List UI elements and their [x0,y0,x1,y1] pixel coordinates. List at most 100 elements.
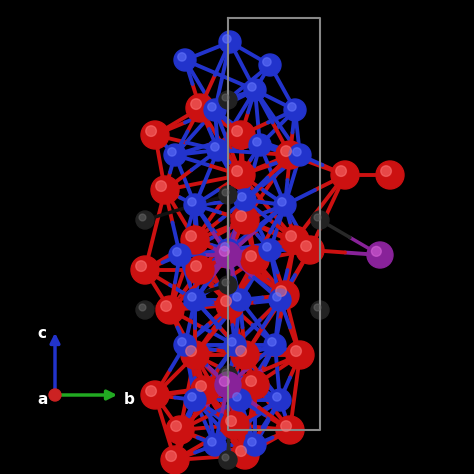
Circle shape [222,454,229,461]
Circle shape [249,134,271,156]
Circle shape [311,301,329,319]
Circle shape [156,296,184,324]
Circle shape [161,301,172,311]
Text: a: a [37,392,47,407]
Circle shape [217,239,239,261]
Circle shape [241,371,269,399]
Circle shape [224,334,246,356]
Circle shape [232,166,242,176]
Circle shape [271,281,299,309]
Circle shape [139,304,146,311]
Circle shape [173,248,181,256]
Circle shape [188,393,196,401]
Circle shape [223,35,231,43]
Circle shape [269,389,291,411]
Circle shape [219,91,237,109]
Circle shape [188,198,196,206]
Circle shape [367,242,393,268]
Circle shape [286,341,314,369]
Circle shape [222,369,229,376]
Circle shape [178,53,186,61]
Circle shape [219,276,237,294]
Circle shape [196,381,206,392]
Circle shape [238,193,246,201]
Circle shape [186,94,214,122]
Circle shape [184,289,206,311]
Circle shape [372,246,381,256]
Circle shape [244,434,266,456]
Circle shape [314,214,321,221]
Circle shape [219,186,237,204]
Circle shape [278,198,286,206]
Circle shape [229,289,251,311]
Circle shape [301,241,311,251]
Circle shape [246,251,256,261]
Circle shape [281,421,292,431]
Circle shape [381,166,392,176]
Circle shape [161,446,189,474]
Circle shape [164,144,186,166]
Circle shape [248,83,256,91]
Circle shape [276,141,304,169]
Circle shape [236,211,246,221]
Circle shape [139,214,146,221]
Circle shape [314,304,321,311]
Circle shape [219,246,229,256]
Circle shape [191,99,201,109]
Circle shape [281,146,292,156]
Circle shape [156,181,166,191]
Circle shape [208,103,216,111]
Circle shape [229,389,251,411]
Circle shape [221,243,229,251]
Circle shape [168,148,176,156]
Circle shape [274,194,296,216]
Circle shape [336,166,346,176]
Circle shape [231,206,259,234]
Circle shape [184,389,206,411]
Circle shape [204,434,226,456]
Circle shape [284,99,306,121]
Circle shape [232,126,242,137]
Circle shape [269,289,291,311]
Circle shape [268,338,276,346]
Circle shape [259,239,281,261]
Circle shape [49,389,61,401]
Circle shape [221,411,249,439]
Circle shape [241,246,269,274]
Circle shape [141,381,169,409]
Circle shape [146,126,156,137]
Circle shape [273,393,281,401]
Circle shape [186,346,196,356]
Circle shape [231,441,259,469]
Circle shape [221,296,231,306]
Circle shape [166,451,176,461]
Circle shape [204,99,226,121]
Circle shape [289,144,311,166]
Circle shape [236,446,246,456]
Circle shape [219,31,241,53]
Circle shape [191,376,219,404]
Circle shape [178,338,186,346]
Circle shape [248,438,256,446]
Circle shape [227,161,255,189]
Circle shape [171,421,182,431]
Circle shape [236,346,246,356]
Circle shape [288,103,296,111]
Circle shape [207,139,229,161]
Circle shape [151,176,179,204]
Circle shape [131,256,159,284]
Circle shape [219,451,237,469]
Circle shape [222,94,229,101]
Circle shape [211,143,219,151]
Circle shape [222,189,229,196]
Text: b: b [124,392,135,407]
Circle shape [376,161,404,189]
Circle shape [191,261,201,272]
Circle shape [234,189,256,211]
Circle shape [222,279,229,286]
Circle shape [208,438,216,446]
Circle shape [136,261,146,272]
Circle shape [219,376,229,386]
Circle shape [146,386,156,396]
Circle shape [215,242,241,268]
